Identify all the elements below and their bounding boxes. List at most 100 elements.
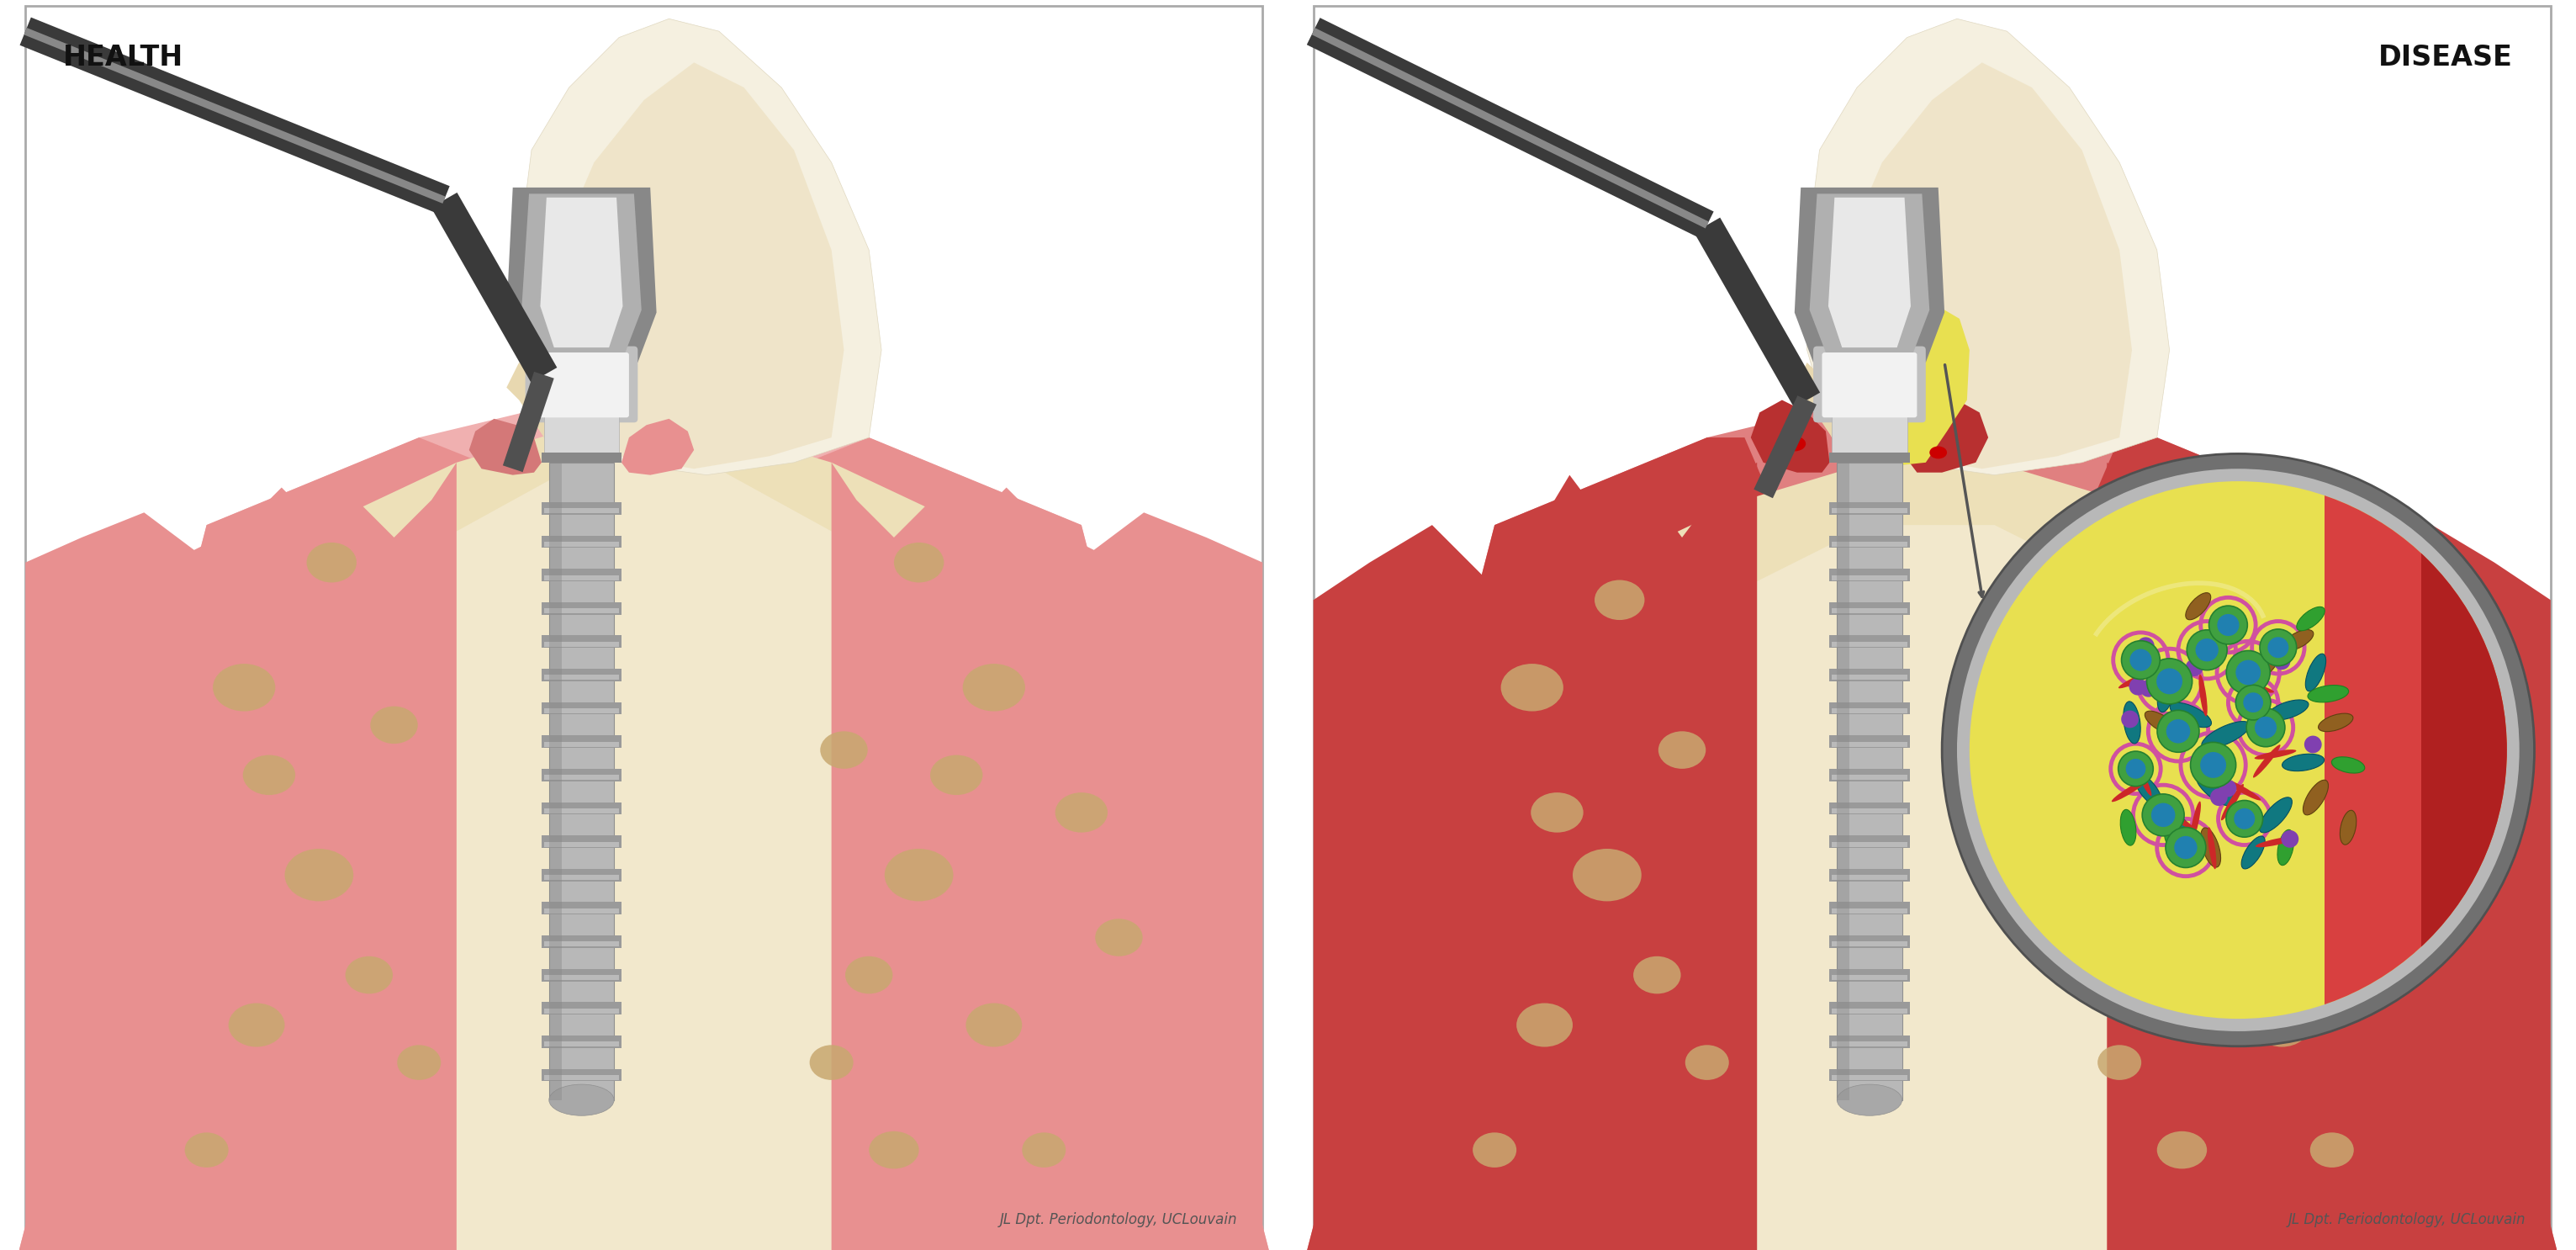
FancyBboxPatch shape bbox=[526, 346, 639, 422]
FancyBboxPatch shape bbox=[541, 835, 621, 848]
Ellipse shape bbox=[345, 956, 392, 994]
FancyBboxPatch shape bbox=[541, 1035, 621, 1048]
Ellipse shape bbox=[2233, 680, 2275, 692]
Ellipse shape bbox=[1929, 446, 1947, 459]
Polygon shape bbox=[507, 188, 657, 362]
Ellipse shape bbox=[549, 1085, 613, 1115]
Polygon shape bbox=[832, 463, 1262, 1250]
Ellipse shape bbox=[1473, 1132, 1517, 1168]
Polygon shape bbox=[18, 438, 482, 1250]
Ellipse shape bbox=[819, 731, 868, 769]
Polygon shape bbox=[1306, 438, 1783, 1250]
Ellipse shape bbox=[1837, 1085, 1901, 1115]
Polygon shape bbox=[1306, 18, 1713, 239]
Polygon shape bbox=[2107, 463, 2550, 1250]
Ellipse shape bbox=[2117, 670, 2156, 689]
Ellipse shape bbox=[2097, 1045, 2141, 1080]
Polygon shape bbox=[1494, 525, 2370, 1250]
Ellipse shape bbox=[1056, 792, 1108, 832]
Ellipse shape bbox=[2339, 810, 2357, 845]
Circle shape bbox=[2226, 650, 2269, 695]
Ellipse shape bbox=[229, 1003, 286, 1048]
FancyBboxPatch shape bbox=[541, 1069, 621, 1081]
Ellipse shape bbox=[242, 755, 296, 795]
Ellipse shape bbox=[2200, 674, 2208, 716]
Circle shape bbox=[2195, 639, 2218, 661]
FancyBboxPatch shape bbox=[1832, 509, 1906, 514]
Ellipse shape bbox=[214, 664, 276, 711]
FancyBboxPatch shape bbox=[544, 841, 618, 846]
FancyBboxPatch shape bbox=[1821, 352, 1917, 418]
Polygon shape bbox=[18, 400, 1270, 1250]
FancyBboxPatch shape bbox=[1832, 641, 1906, 646]
Polygon shape bbox=[23, 28, 446, 204]
Polygon shape bbox=[469, 419, 541, 475]
Ellipse shape bbox=[371, 706, 417, 744]
FancyBboxPatch shape bbox=[1829, 635, 1909, 648]
Ellipse shape bbox=[1502, 664, 1564, 711]
FancyBboxPatch shape bbox=[544, 509, 618, 514]
Circle shape bbox=[2156, 669, 2182, 694]
FancyBboxPatch shape bbox=[541, 452, 621, 463]
Ellipse shape bbox=[2331, 756, 2365, 774]
Circle shape bbox=[2187, 630, 2228, 670]
Polygon shape bbox=[430, 192, 556, 382]
FancyBboxPatch shape bbox=[1829, 869, 1909, 881]
FancyBboxPatch shape bbox=[544, 709, 618, 714]
Text: JL Dpt. Periodontology, UCLouvain: JL Dpt. Periodontology, UCLouvain bbox=[2287, 1212, 2524, 1228]
FancyBboxPatch shape bbox=[1832, 575, 1906, 580]
Ellipse shape bbox=[845, 956, 894, 994]
Ellipse shape bbox=[1530, 792, 1584, 832]
Ellipse shape bbox=[966, 1003, 1023, 1048]
FancyBboxPatch shape bbox=[544, 1009, 618, 1014]
Ellipse shape bbox=[2257, 836, 2298, 848]
Ellipse shape bbox=[2120, 810, 2136, 845]
Ellipse shape bbox=[2169, 702, 2210, 728]
Ellipse shape bbox=[2254, 750, 2295, 759]
FancyBboxPatch shape bbox=[1832, 609, 1906, 614]
FancyBboxPatch shape bbox=[1832, 809, 1906, 814]
FancyBboxPatch shape bbox=[544, 809, 618, 814]
FancyBboxPatch shape bbox=[544, 775, 618, 780]
FancyBboxPatch shape bbox=[544, 1075, 618, 1080]
Circle shape bbox=[2143, 794, 2184, 836]
Polygon shape bbox=[1901, 306, 1971, 465]
Polygon shape bbox=[1829, 198, 1911, 348]
Ellipse shape bbox=[2130, 678, 2146, 695]
Polygon shape bbox=[2081, 438, 2558, 1250]
FancyBboxPatch shape bbox=[541, 535, 621, 548]
Ellipse shape bbox=[809, 1045, 853, 1080]
Text: HEALTH: HEALTH bbox=[62, 44, 183, 71]
Ellipse shape bbox=[1595, 580, 1643, 620]
Ellipse shape bbox=[2164, 831, 2192, 864]
FancyBboxPatch shape bbox=[1829, 602, 1909, 615]
Polygon shape bbox=[1795, 188, 1945, 362]
Ellipse shape bbox=[1574, 849, 1641, 901]
Polygon shape bbox=[1909, 400, 1989, 472]
FancyBboxPatch shape bbox=[1829, 669, 1909, 681]
Polygon shape bbox=[1754, 395, 1816, 499]
Circle shape bbox=[2125, 759, 2146, 779]
Ellipse shape bbox=[2282, 754, 2324, 771]
FancyBboxPatch shape bbox=[541, 802, 621, 815]
FancyBboxPatch shape bbox=[544, 1041, 618, 1046]
Ellipse shape bbox=[2156, 675, 2174, 712]
Polygon shape bbox=[1795, 362, 1870, 438]
Ellipse shape bbox=[2205, 616, 2221, 656]
Polygon shape bbox=[21, 18, 451, 214]
FancyBboxPatch shape bbox=[533, 352, 629, 418]
FancyBboxPatch shape bbox=[544, 875, 618, 880]
Ellipse shape bbox=[2112, 779, 2148, 802]
Ellipse shape bbox=[1783, 436, 1806, 451]
FancyBboxPatch shape bbox=[541, 769, 621, 781]
Ellipse shape bbox=[2254, 1003, 2311, 1048]
FancyBboxPatch shape bbox=[541, 635, 621, 648]
FancyBboxPatch shape bbox=[541, 669, 621, 681]
Ellipse shape bbox=[2133, 956, 2182, 994]
Ellipse shape bbox=[894, 542, 943, 582]
FancyBboxPatch shape bbox=[541, 935, 621, 947]
Circle shape bbox=[2210, 606, 2246, 644]
FancyBboxPatch shape bbox=[1837, 463, 1901, 1100]
FancyBboxPatch shape bbox=[1832, 909, 1906, 914]
Circle shape bbox=[2218, 614, 2239, 636]
